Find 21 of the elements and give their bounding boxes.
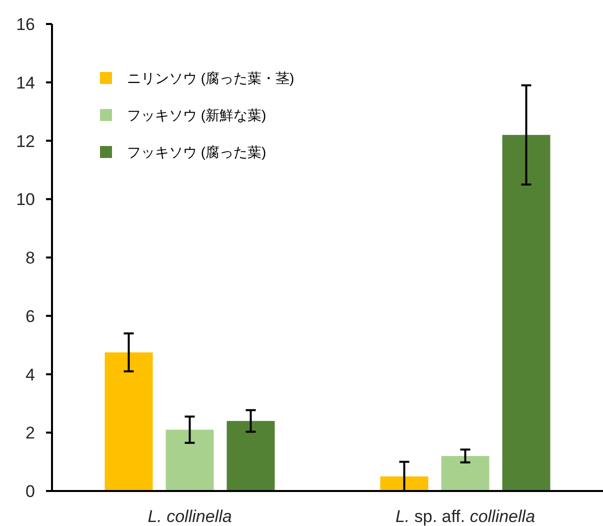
- y-tick-label: 14: [16, 73, 35, 92]
- x-tick-label: L. sp. aff. collinella: [395, 507, 536, 526]
- y-tick-label: 10: [16, 190, 35, 210]
- x-tick-label: L. collinella: [148, 507, 232, 526]
- legend-item: フッキソウ (腐った葉): [100, 144, 266, 160]
- y-tick-label: 4: [26, 365, 35, 384]
- bar: [226, 420, 275, 491]
- y-tick-label: 16: [16, 15, 35, 34]
- legend-label: フッキソウ (新鮮な葉): [127, 107, 266, 123]
- bar: [441, 456, 490, 491]
- y-tick-label: 12: [16, 132, 35, 151]
- bar: [104, 352, 153, 491]
- bar: [166, 430, 214, 491]
- y-tick-label: 0: [26, 482, 35, 501]
- y-tick-label: 6: [26, 306, 35, 326]
- bar: [502, 134, 550, 491]
- legend-label: フッキソウ (腐った葉): [127, 144, 266, 160]
- y-tick-label: 8: [26, 248, 35, 268]
- y-tick-label: 2: [26, 424, 35, 443]
- legend-item: ニリンソウ (腐った葉・茎): [100, 70, 294, 86]
- legend-item: フッキソウ (新鮮な葉): [100, 107, 266, 123]
